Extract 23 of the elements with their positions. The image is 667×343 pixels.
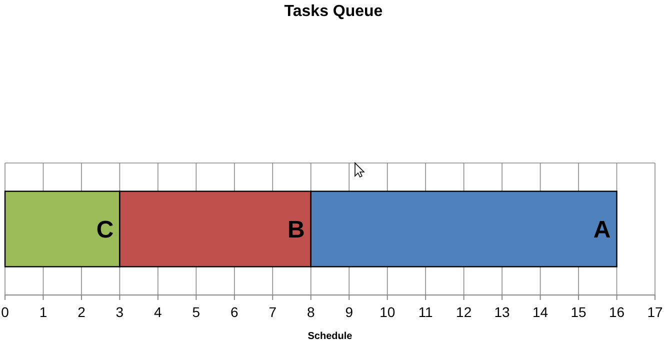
- x-tick-label: 6: [230, 304, 239, 320]
- x-tick-label: 0: [1, 304, 10, 320]
- series-label: A: [593, 216, 611, 244]
- x-tick-label: 1: [39, 304, 48, 320]
- x-tick-label: 15: [570, 304, 587, 320]
- x-tick-label: 7: [268, 304, 277, 320]
- x-axis-title: Schedule: [308, 331, 353, 342]
- x-tick-label: 9: [345, 304, 354, 320]
- x-tick-label: 12: [456, 304, 472, 320]
- x-tick-label: 4: [154, 304, 162, 320]
- x-tick-label: 11: [418, 304, 434, 320]
- x-tick-label: 3: [116, 304, 124, 320]
- chart-title: Tasks Queue: [284, 3, 383, 20]
- x-tick-label: 10: [380, 304, 396, 320]
- x-tick-label: 8: [306, 304, 315, 320]
- series-label: C: [96, 216, 114, 244]
- x-tick-label: 13: [494, 304, 510, 320]
- x-tick-label: 16: [608, 304, 625, 320]
- series-label: B: [288, 216, 305, 244]
- x-tick-label: 17: [647, 304, 663, 320]
- x-tick-label: 14: [532, 304, 548, 320]
- x-tick-label: 2: [78, 304, 86, 320]
- x-tick-label: 5: [192, 304, 200, 320]
